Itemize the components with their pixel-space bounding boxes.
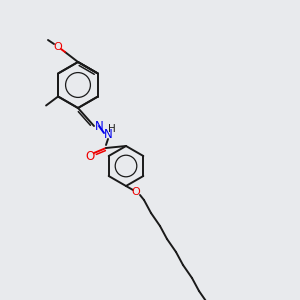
Text: H: H — [108, 124, 116, 134]
Text: O: O — [54, 42, 62, 52]
Text: N: N — [103, 128, 112, 140]
Text: O: O — [132, 187, 140, 197]
Text: N: N — [94, 119, 103, 133]
Text: O: O — [85, 149, 94, 163]
